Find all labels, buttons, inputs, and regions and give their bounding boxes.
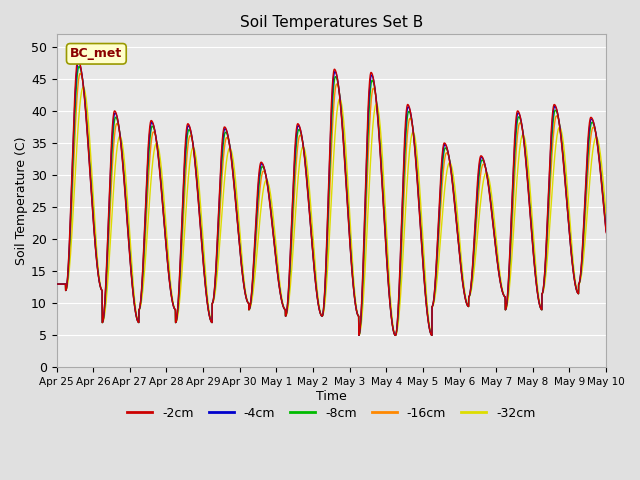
-16cm — [602, 224, 610, 229]
-8cm — [355, 333, 363, 338]
-2cm — [602, 230, 610, 236]
-16cm — [119, 154, 127, 160]
-2cm — [119, 162, 127, 168]
-8cm — [88, 186, 95, 192]
-32cm — [88, 162, 95, 168]
Line: -2cm: -2cm — [56, 60, 606, 336]
-16cm — [52, 281, 60, 287]
-2cm — [88, 190, 95, 196]
-32cm — [355, 333, 363, 338]
-8cm — [75, 64, 83, 70]
-4cm — [602, 228, 610, 234]
Text: BC_met: BC_met — [70, 48, 122, 60]
-32cm — [118, 139, 126, 145]
-8cm — [119, 158, 127, 164]
-2cm — [74, 57, 82, 62]
-4cm — [355, 333, 363, 338]
-16cm — [118, 146, 126, 152]
-2cm — [223, 131, 231, 136]
-16cm — [76, 71, 84, 76]
-2cm — [433, 256, 440, 262]
-16cm — [223, 135, 231, 141]
-16cm — [88, 180, 95, 186]
Legend: -2cm, -4cm, -8cm, -16cm, -32cm: -2cm, -4cm, -8cm, -16cm, -32cm — [122, 402, 541, 424]
-4cm — [223, 131, 231, 137]
-4cm — [433, 260, 440, 265]
-4cm — [477, 155, 485, 160]
-8cm — [602, 227, 610, 233]
-32cm — [433, 282, 440, 288]
-8cm — [223, 132, 231, 138]
-8cm — [52, 281, 60, 287]
-8cm — [477, 158, 485, 164]
-16cm — [477, 168, 485, 173]
Line: -4cm: -4cm — [56, 62, 606, 336]
Line: -32cm: -32cm — [56, 87, 606, 336]
-4cm — [119, 160, 127, 166]
-32cm — [119, 144, 127, 150]
-16cm — [355, 333, 363, 338]
-4cm — [118, 152, 126, 157]
X-axis label: Time: Time — [316, 390, 347, 403]
-2cm — [118, 153, 126, 159]
Line: -16cm: -16cm — [56, 73, 606, 336]
-32cm — [52, 281, 60, 287]
-8cm — [433, 264, 440, 270]
-2cm — [52, 281, 60, 287]
-16cm — [433, 271, 440, 276]
-32cm — [223, 152, 231, 157]
Title: Soil Temperatures Set B: Soil Temperatures Set B — [240, 15, 423, 30]
-2cm — [355, 333, 363, 338]
Line: -8cm: -8cm — [56, 67, 606, 336]
-4cm — [52, 281, 60, 287]
-32cm — [79, 84, 87, 90]
-4cm — [88, 188, 95, 194]
-4cm — [74, 59, 82, 65]
-2cm — [477, 153, 485, 159]
-32cm — [477, 193, 485, 199]
Y-axis label: Soil Temperature (C): Soil Temperature (C) — [15, 136, 28, 265]
-32cm — [602, 213, 610, 218]
-8cm — [118, 150, 126, 156]
